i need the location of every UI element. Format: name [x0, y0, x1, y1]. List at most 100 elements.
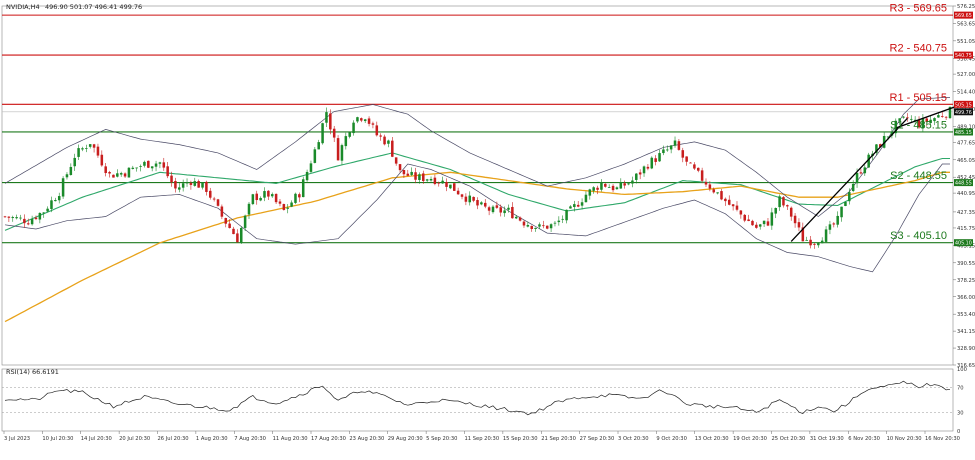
candle-body: [437, 182, 441, 184]
candle-body: [410, 171, 413, 175]
candle-body: [522, 221, 526, 226]
candle-body: [727, 199, 731, 205]
candle-body: [635, 173, 638, 180]
candle-body: [391, 140, 394, 157]
candle-body: [239, 227, 243, 243]
candle-body: [592, 187, 595, 191]
candle-body: [135, 167, 138, 169]
candle-body: [367, 118, 371, 124]
candle-body: [925, 118, 929, 123]
candle-body: [600, 182, 603, 190]
candle-body: [820, 240, 824, 244]
candle-body: [116, 173, 119, 177]
candle-body: [139, 166, 142, 167]
candle-body: [263, 191, 266, 198]
candle-body: [193, 181, 197, 186]
candle-body: [127, 167, 131, 178]
candle-body: [178, 187, 181, 190]
x-tick-label: 27 Sep 20:30: [580, 436, 615, 442]
candle-body: [638, 172, 642, 175]
candle-body: [910, 118, 913, 120]
candle-body: [654, 158, 657, 162]
x-tick-label: 25 Oct 20:30: [772, 436, 806, 442]
y-tick-label: 353.40: [957, 312, 975, 318]
candle-body: [940, 116, 944, 117]
candle-body: [604, 183, 607, 187]
level-tag-bg: [954, 128, 973, 136]
x-tick-label: 29 Aug 20:30: [388, 436, 423, 442]
candle-body: [73, 157, 76, 167]
candle-body: [7, 216, 11, 218]
candle-body: [38, 212, 42, 220]
candle-body: [797, 222, 801, 228]
candle-body: [301, 179, 305, 198]
candle-body: [85, 148, 88, 149]
candle-body: [54, 200, 57, 202]
candle-body: [50, 200, 53, 209]
candle-body: [483, 202, 487, 207]
candle-body: [747, 219, 750, 222]
candle-body: [809, 239, 812, 246]
candle-body: [174, 180, 177, 189]
candle-body: [19, 217, 22, 219]
y-tick-label: 514.40: [957, 90, 975, 96]
x-tick-label: 13 Oct 20:30: [695, 436, 729, 442]
level-tag-r1: 505.15: [955, 102, 972, 108]
candle-body: [685, 156, 688, 162]
rsi-line: [4, 380, 951, 416]
candle-body: [538, 224, 541, 227]
candle-body: [294, 193, 297, 203]
candle-body: [363, 119, 367, 122]
candle-body: [607, 187, 611, 188]
candle-body: [181, 183, 185, 188]
x-tick-label: 20 Jul 20:30: [119, 436, 150, 442]
x-tick-label: 9 Oct 20:30: [656, 436, 687, 442]
candle-body: [321, 123, 324, 144]
candle-body: [712, 189, 716, 193]
candle-body: [553, 222, 557, 224]
level-label-r2: R2 - 540.75: [890, 43, 947, 55]
candle-body: [379, 135, 382, 137]
candle-body: [789, 207, 793, 217]
candle-body: [499, 207, 502, 213]
x-tick-label: 15 Sep 20:30: [503, 436, 538, 442]
candle-body: [394, 157, 398, 164]
candle-body: [848, 192, 851, 202]
candle-body: [902, 116, 905, 118]
y-tick-label: 427.35: [957, 210, 975, 216]
candle-body: [456, 190, 460, 195]
candle-body: [209, 190, 212, 198]
y-tick-label: 390.55: [957, 261, 975, 267]
candle-body: [921, 118, 925, 129]
candle-body: [317, 142, 320, 150]
candle-body: [704, 182, 708, 185]
last-price-tag-bg: [954, 108, 973, 116]
level-tag-bg: [954, 179, 973, 187]
candle-body: [189, 183, 193, 185]
x-tick-label: 10 Jul 20:30: [42, 436, 73, 442]
candle-body: [460, 194, 464, 197]
series-ma-fast: [4, 152, 950, 231]
y-tick-label: 316.65: [957, 363, 975, 369]
candle-body: [875, 144, 878, 153]
candle-body: [681, 150, 685, 158]
candle-body: [81, 148, 84, 150]
candle-body: [290, 202, 293, 207]
candle-body: [387, 140, 390, 144]
level-label-r3: R3 - 569.65: [890, 3, 947, 15]
candle-body: [23, 218, 26, 224]
candle-body: [77, 148, 80, 157]
candle-body: [329, 113, 332, 130]
level-tag-r2: 540.75: [955, 53, 972, 59]
candle-body: [913, 119, 917, 121]
candle-body: [251, 194, 255, 205]
candle-body: [863, 167, 867, 174]
candle-body: [774, 208, 777, 214]
candle-body: [851, 183, 855, 192]
candle-body: [429, 178, 433, 181]
candle-body: [433, 177, 437, 185]
candle-body: [766, 221, 770, 226]
trendline-wedge: [895, 102, 966, 129]
candle-body: [34, 217, 38, 220]
